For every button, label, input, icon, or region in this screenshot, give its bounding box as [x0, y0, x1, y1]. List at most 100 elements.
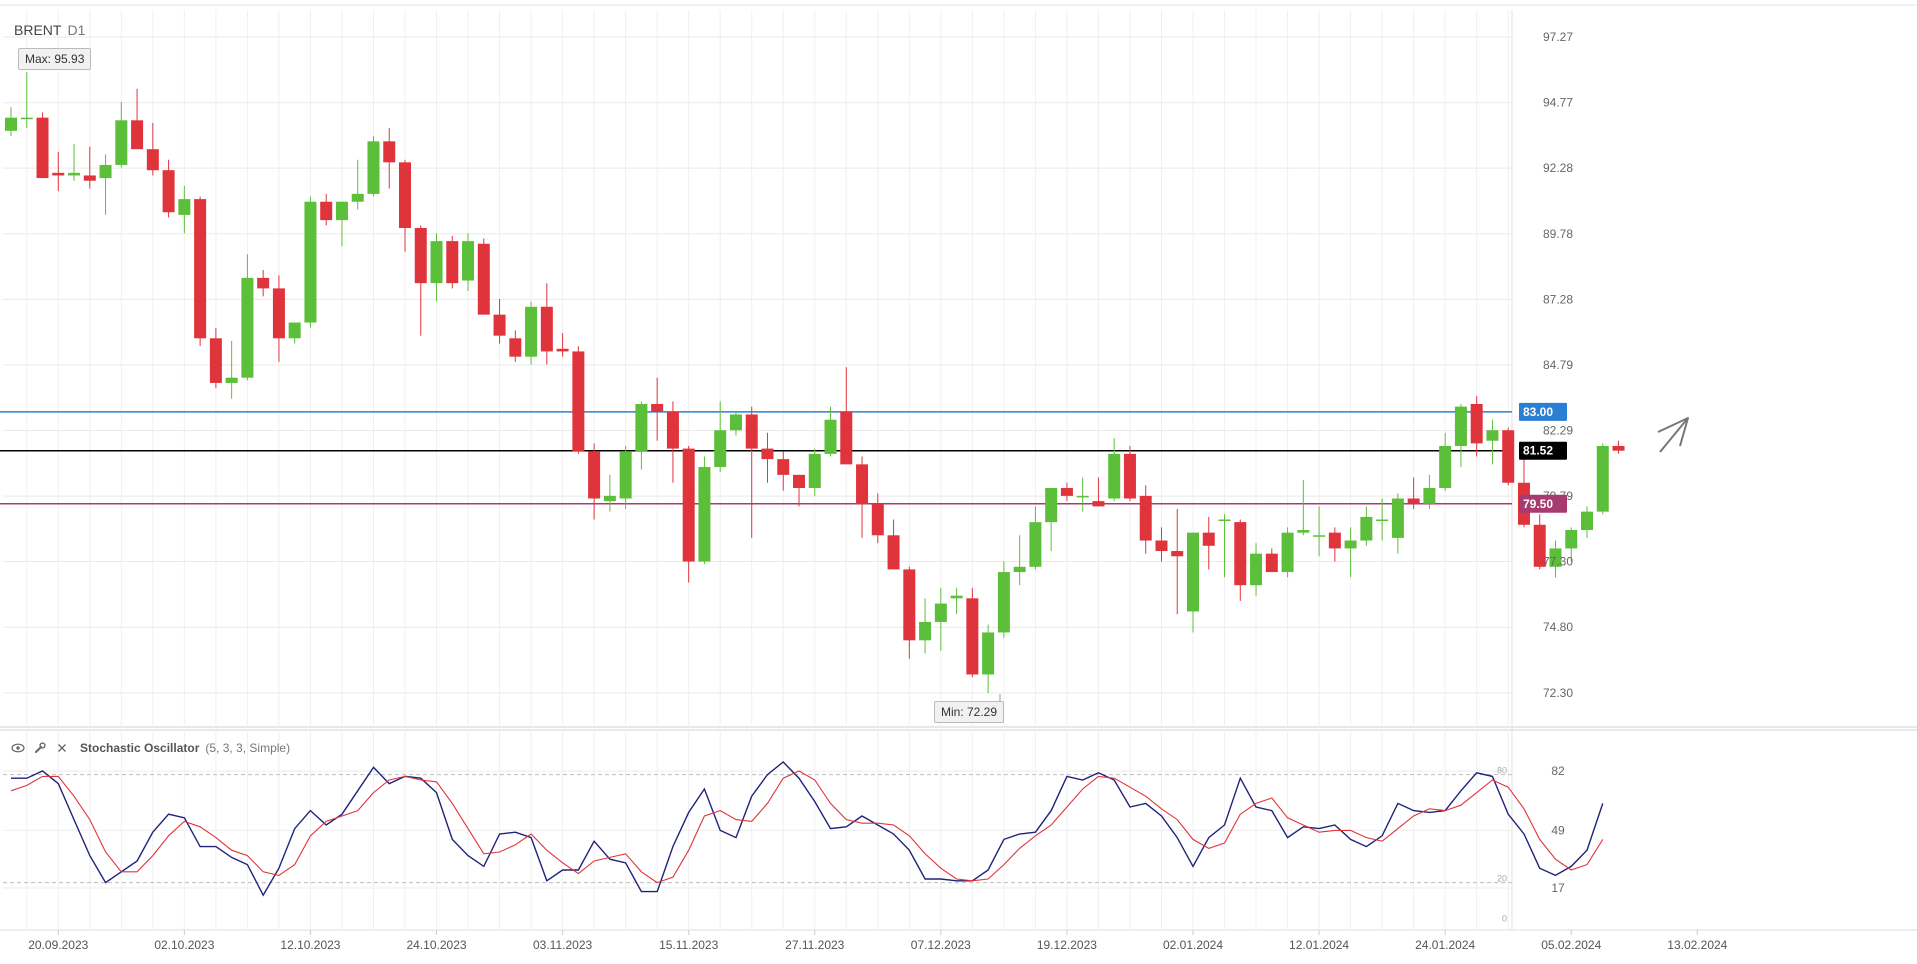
candle-body: [619, 451, 632, 499]
candle: [761, 432, 774, 483]
candle-body: [1202, 532, 1215, 546]
candle: [745, 406, 758, 538]
candle-body: [5, 117, 17, 131]
candle: [1376, 498, 1389, 541]
candle: [588, 443, 601, 520]
x-tick-label: 07.12.2023: [911, 938, 971, 952]
candle-body: [840, 411, 853, 465]
candle-body: [635, 403, 648, 452]
candle-body: [83, 175, 96, 181]
price-level-tag: 83.00: [1519, 402, 1567, 421]
candle: [1281, 527, 1294, 578]
candle-body: [1139, 495, 1152, 541]
candle: [272, 275, 285, 362]
candle: [1265, 548, 1278, 573]
candle: [682, 445, 695, 583]
candle: [367, 136, 380, 197]
candle-body: [1313, 535, 1326, 537]
candle-body: [1297, 530, 1310, 533]
candle-body: [1171, 551, 1184, 557]
candle-body: [714, 430, 727, 467]
y-tick-label: 84.79: [1543, 358, 1573, 372]
candle-body: [1533, 524, 1546, 567]
candle-body: [1486, 430, 1499, 441]
candle: [194, 196, 207, 347]
x-tick-label: 15.11.2023: [659, 938, 718, 952]
candle: [1218, 514, 1231, 578]
candle: [462, 233, 475, 292]
candle: [414, 225, 427, 336]
candle-body: [115, 120, 128, 165]
candle-body: [887, 535, 900, 570]
x-tick-label: 12.01.2024: [1289, 938, 1349, 952]
candle-body: [1265, 553, 1278, 573]
eye-icon[interactable]: [10, 740, 26, 756]
candle-body: [99, 164, 112, 179]
candle-body: [698, 466, 711, 562]
candle: [146, 122, 159, 176]
candle: [1029, 506, 1042, 570]
candle-body: [1439, 445, 1452, 488]
candle: [603, 474, 616, 512]
candle: [1549, 540, 1562, 578]
close-icon[interactable]: [54, 740, 70, 756]
candle: [1360, 506, 1373, 546]
candle-body: [1281, 532, 1294, 573]
candle: [556, 333, 569, 357]
candle: [966, 587, 979, 678]
oscillator-tick-label: 49: [1551, 823, 1565, 837]
candle-body: [1108, 453, 1121, 499]
candle-body: [1581, 511, 1593, 531]
candle: [729, 411, 742, 436]
candle: [1313, 506, 1326, 557]
candle: [351, 159, 364, 210]
candle-body: [1549, 548, 1562, 567]
candle: [840, 367, 853, 465]
candle: [383, 128, 396, 189]
candle: [83, 146, 96, 189]
max-price-label: Max: 95.93: [18, 48, 92, 70]
candle: [714, 401, 727, 473]
oscillator-tick-label: 82: [1551, 764, 1565, 778]
candle-body: [997, 572, 1010, 633]
candle-body: [824, 419, 837, 454]
candle: [1187, 532, 1199, 633]
candle: [225, 340, 238, 399]
candle-body: [367, 141, 380, 194]
x-tick-label: 02.10.2023: [154, 938, 214, 952]
candle-body: [351, 193, 364, 202]
candle: [477, 238, 490, 315]
candle: [572, 346, 585, 454]
candle-body: [745, 414, 758, 449]
candle-body: [903, 569, 916, 641]
candle: [824, 406, 837, 457]
candle: [241, 254, 254, 381]
x-tick-label: 03.11.2023: [533, 938, 592, 952]
candle: [99, 154, 112, 215]
candle: [5, 107, 17, 137]
x-tick-label: 24.01.2024: [1415, 938, 1475, 952]
candle-body: [603, 495, 616, 502]
candle-body: [1155, 540, 1168, 552]
candle-body: [540, 306, 553, 352]
symbol-label: BRENT: [14, 22, 62, 38]
candle: [257, 270, 270, 297]
candle: [1297, 480, 1310, 536]
candle-body: [36, 117, 49, 179]
candle-body: [1218, 519, 1231, 522]
candle-body: [383, 141, 396, 163]
candle: [1123, 445, 1136, 502]
candle: [509, 330, 522, 362]
candle: [1060, 482, 1073, 502]
candle: [1407, 477, 1420, 510]
candle: [1565, 527, 1578, 562]
candle: [950, 587, 963, 615]
candle: [934, 587, 947, 651]
candle-body: [335, 201, 348, 221]
y-tick-label: 72.30: [1543, 686, 1573, 700]
candle-body: [1029, 522, 1042, 567]
candle: [399, 159, 411, 252]
wrench-icon[interactable]: [32, 740, 48, 756]
candle-body: [288, 322, 301, 339]
